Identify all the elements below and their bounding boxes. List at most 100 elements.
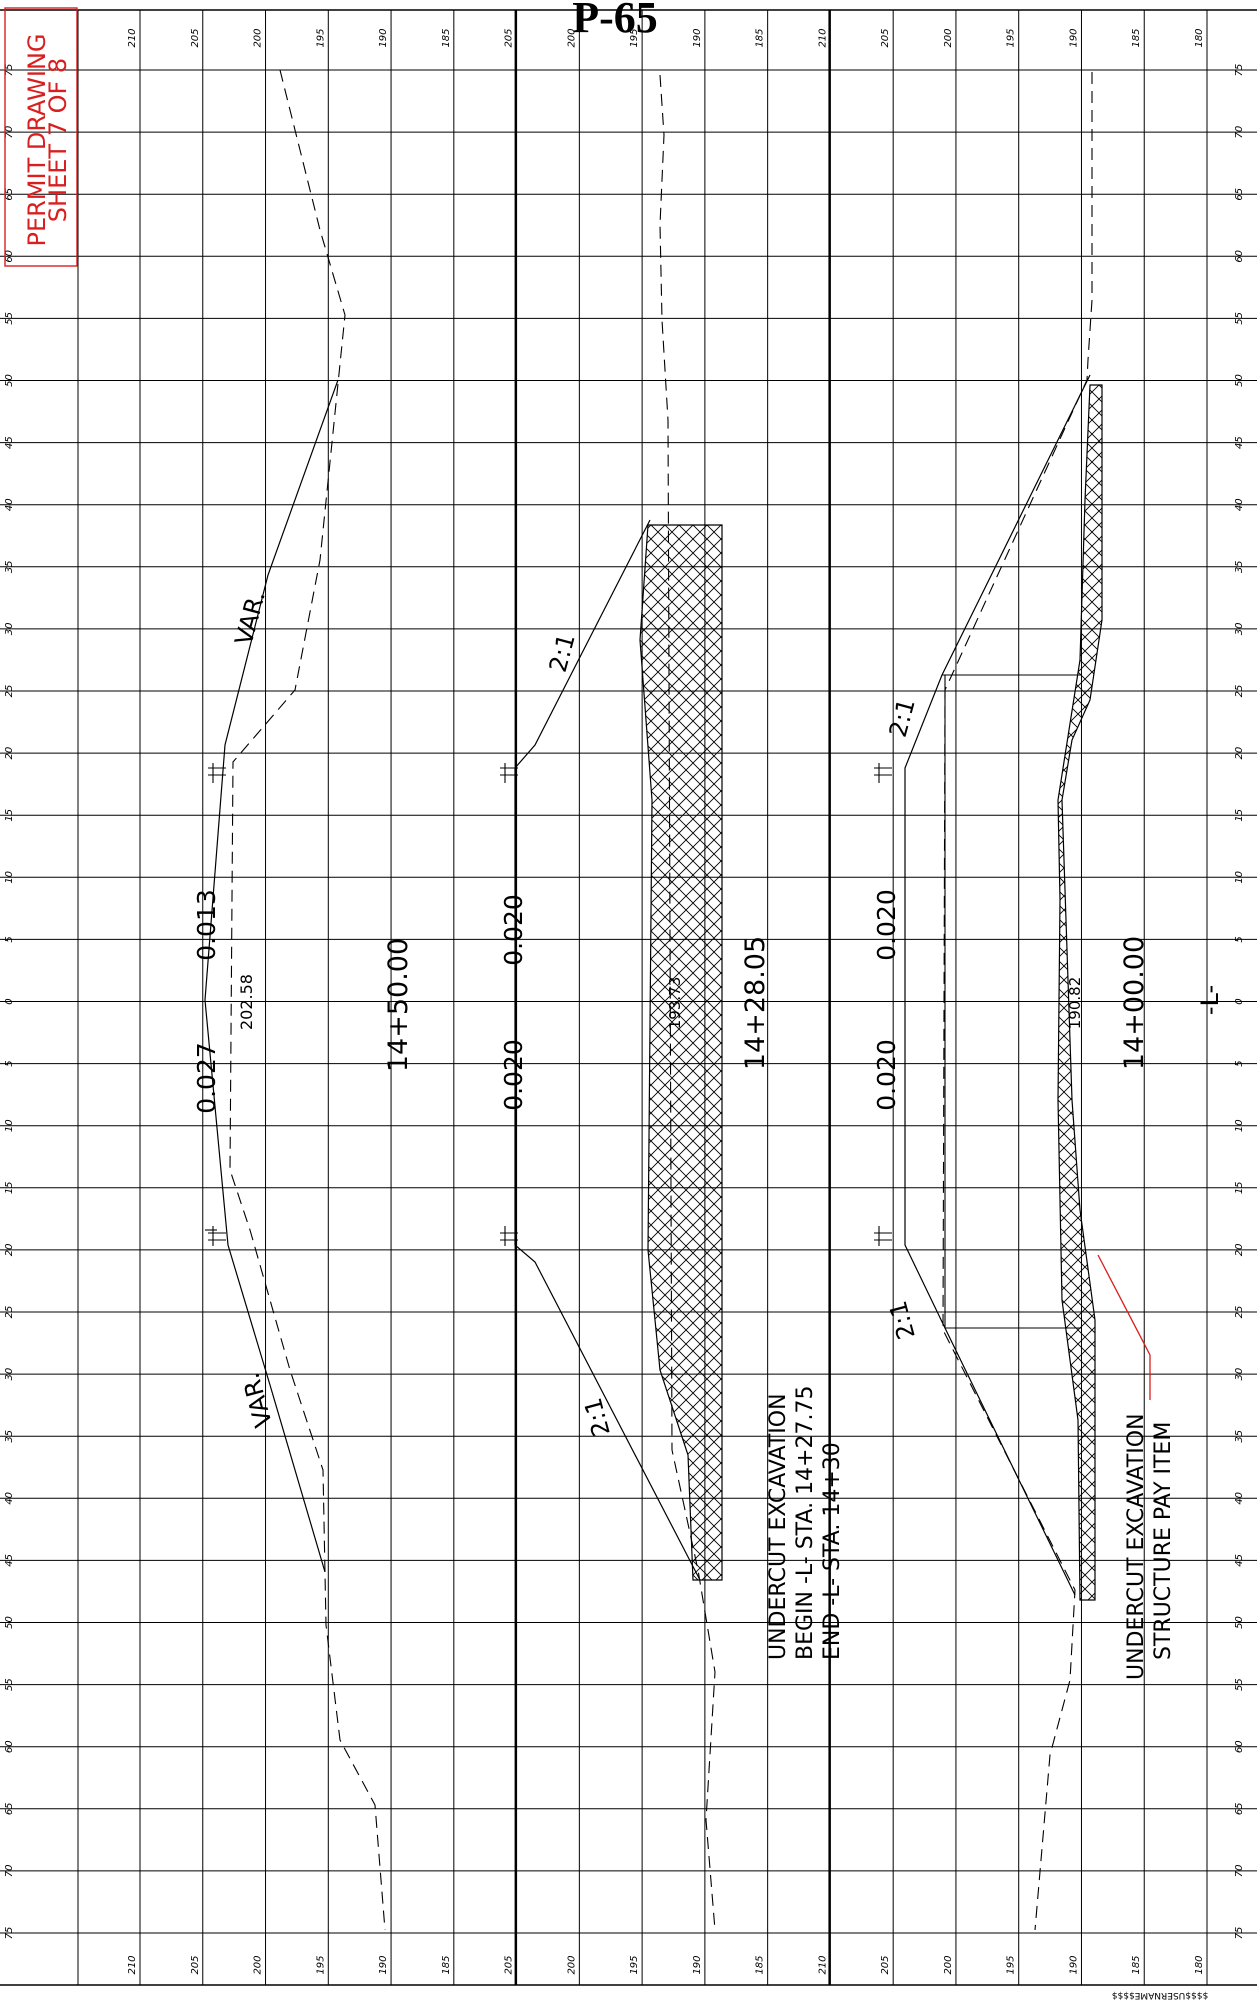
offset-tick-label: 65: [1234, 188, 1245, 201]
existing-ground-line: [942, 72, 1093, 1931]
elevation-tick-label: 210: [817, 28, 828, 47]
offset-tick-label: 5: [1234, 936, 1245, 942]
slope-left-label: 0.027: [192, 1042, 221, 1114]
offset-tick-label: 25: [4, 1306, 15, 1319]
station-label: 14+50.00: [383, 938, 414, 1072]
footer-username: $$$$USERNAME$$$$: [1112, 1990, 1208, 2000]
elevation-tick-label: 185: [1131, 1955, 1142, 1974]
elevation-tick-label: 180: [1194, 28, 1205, 47]
offset-tick-label: 0: [4, 998, 15, 1004]
slope-left-label: 0.020: [499, 1039, 528, 1111]
offset-tick-label: 20: [4, 747, 15, 760]
offset-tick-label: 15: [4, 809, 15, 822]
curb-marks: [874, 763, 892, 1246]
offset-tick-label: 5: [4, 1060, 15, 1066]
section-14-50: [204, 69, 386, 1931]
proposed-grade-line: [904, 374, 1091, 1596]
offset-tick-label: 45: [4, 436, 15, 449]
offset-tick-label: 70: [4, 126, 15, 139]
elevation-label: 190.82: [1066, 977, 1084, 1030]
page-title: P-65: [572, 0, 658, 42]
existing-ground-line: [229, 69, 386, 1931]
grid: [0, 9, 1257, 1986]
offset-tick-label: 35: [4, 1430, 15, 1443]
offset-tick-label: 5: [1234, 1060, 1245, 1066]
section-14-28: [500, 74, 723, 1931]
elevation-tick-label: 205: [504, 1955, 515, 1974]
elevation-tick-label: 190: [692, 1955, 703, 1974]
offset-tick-label: 55: [4, 312, 15, 325]
elevation-tick-label: 200: [566, 1955, 577, 1974]
section-14-00: [874, 72, 1151, 1931]
offset-tick-label: 30: [4, 1368, 15, 1381]
elevation-tick-label: 195: [315, 1955, 326, 1974]
offset-tick-label: 50: [1234, 374, 1245, 387]
offset-tick-label: 65: [4, 188, 15, 201]
offset-tick-label: 55: [1234, 312, 1245, 325]
undercut-excavation-hatch: [639, 524, 723, 1581]
elevation-tick-label: 185: [441, 1955, 452, 1974]
offset-tick-label: 50: [4, 374, 15, 387]
elevation-tick-label: 190: [378, 1955, 389, 1974]
offset-tick-label: 55: [1234, 1678, 1245, 1691]
curb-marks: [500, 763, 518, 1246]
offset-tick-label: 55: [4, 1678, 15, 1691]
offset-tick-label: 45: [1234, 436, 1245, 449]
offset-tick-label: 40: [1234, 1492, 1245, 1505]
curb-marks: [208, 763, 226, 1246]
offset-tick-label: 15: [1234, 809, 1245, 822]
offset-tick-label: 20: [1234, 1244, 1245, 1257]
offset-tick-label: 65: [1234, 1802, 1245, 1815]
structure-limit-rect: [944, 674, 1082, 1329]
structure-note-line2: STRUCTURE PAY ITEM: [1151, 1422, 1176, 1660]
offset-tick-label: 45: [1234, 1554, 1245, 1567]
offset-tick-label: 15: [4, 1181, 15, 1194]
offset-tick-label: 15: [1234, 1181, 1245, 1194]
side-slope-label: 2:1: [884, 1298, 921, 1343]
elevation-tick-label: 185: [1131, 28, 1142, 47]
slope-right-label: 0.020: [872, 889, 901, 961]
elevation-tick-label: 190: [692, 28, 703, 47]
side-slope-label: 2:1: [544, 631, 581, 676]
station-label: 14+00.00: [1119, 936, 1150, 1070]
elevation-label: 193.73: [666, 977, 684, 1030]
offset-tick-label: 30: [1234, 1368, 1245, 1381]
elevation-tick-label: 200: [943, 1955, 954, 1974]
elevation-tick-label: 190: [1068, 28, 1079, 47]
centerline-label: -L-: [1196, 985, 1224, 1015]
offset-tick-label: 70: [1234, 1865, 1245, 1878]
offset-tick-label: 25: [1234, 1306, 1245, 1319]
undercut-note-line1: UNDERCUT EXCAVATION: [766, 1393, 791, 1660]
offset-tick-label: 25: [1234, 685, 1245, 698]
offset-tick-label: 40: [4, 1492, 15, 1505]
elevation-tick-label: 195: [629, 28, 640, 47]
offset-tick-label: 30: [4, 623, 15, 636]
side-slope-label: VAR.: [230, 588, 271, 648]
offset-tick-label: 30: [1234, 623, 1245, 636]
offset-tick-label: 45: [4, 1554, 15, 1567]
side-slope-label: 2:1: [884, 696, 921, 741]
offset-tick-label: 60: [1234, 250, 1245, 263]
offset-tick-label: 70: [1234, 126, 1245, 139]
offset-tick-label: 50: [4, 1616, 15, 1629]
offset-tick-label: 35: [1234, 560, 1245, 573]
elevation-tick-label: 200: [566, 28, 577, 47]
elevation-tick-label: 210: [127, 28, 138, 47]
offset-tick-label: 75: [1234, 1927, 1245, 1940]
proposed-grade-line: [204, 379, 339, 1573]
undercut-note-line3: END -L- STA. 14+30: [820, 1442, 845, 1660]
offset-tick-label: 50: [1234, 1616, 1245, 1629]
offset-tick-label: 60: [1234, 1740, 1245, 1753]
elevation-tick-label: 180: [1194, 1955, 1205, 1974]
offset-tick-label: 75: [4, 1927, 15, 1940]
offset-tick-label: 60: [4, 1740, 15, 1753]
elevation-tick-label: 195: [1006, 1955, 1017, 1974]
offset-tick-label: 75: [4, 64, 15, 77]
elevation-tick-label: 205: [504, 28, 515, 47]
offset-tick-label: 60: [4, 250, 15, 263]
proposed-grade-line: [514, 519, 701, 1581]
elevation-tick-label: 185: [755, 28, 766, 47]
offset-tick-label: 40: [4, 498, 15, 511]
offset-tick-label: 70: [4, 1865, 15, 1878]
